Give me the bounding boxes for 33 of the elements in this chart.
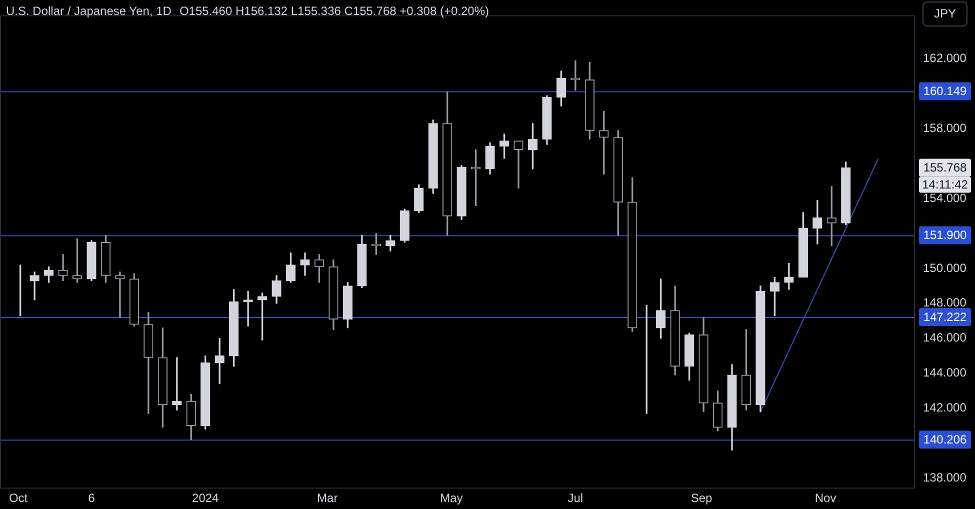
chart-title: U.S. Dollar / Japanese Yen, 1D: [6, 4, 172, 18]
ref-line-label: 151.900: [923, 228, 968, 242]
x-tick-label: Oct: [8, 491, 28, 506]
chart-subtitle: O155.460 H156.132 L155.336 C155.768 +0.308 (+0.20%): [179, 4, 490, 18]
candlestick: [570, 60, 580, 91]
x-tick-label: May: [440, 491, 463, 506]
y-tick-label: 138.000: [923, 470, 967, 484]
x-tick-label: Sep: [690, 491, 712, 506]
candlestick: [784, 262, 794, 290]
y-tick-label: 148.000: [923, 296, 967, 310]
x-tick-label: Mar: [317, 491, 338, 506]
text: JPY: [934, 6, 956, 20]
candlestick: [58, 254, 68, 282]
x-tick-label: Jul: [568, 491, 584, 506]
y-tick-label: 150.000: [923, 260, 967, 275]
text: 14:11:42: [922, 178, 968, 192]
ref-line-label: 160.149: [923, 84, 968, 98]
candlestick: [115, 272, 125, 318]
candlestick: [30, 272, 40, 300]
y-tick-label: 142.000: [923, 400, 967, 415]
text: 155.768: [923, 160, 968, 175]
y-tick-label: 146.000: [923, 330, 967, 345]
x-tick-label: Nov: [814, 491, 836, 506]
y-tick-label: 158.000: [923, 121, 967, 136]
y-tick-label: 154.000: [923, 190, 967, 205]
ref-line-label: 147.222: [923, 310, 968, 324]
x-tick-label: 6: [88, 491, 96, 506]
candlestick: [514, 140, 524, 188]
candlestick: [300, 252, 310, 276]
x-tick-label: 2024: [192, 491, 220, 506]
y-tick-label: 162.000: [923, 51, 967, 66]
ref-line-label: 140.206: [923, 432, 968, 446]
y-tick-label: 144.000: [923, 366, 967, 380]
